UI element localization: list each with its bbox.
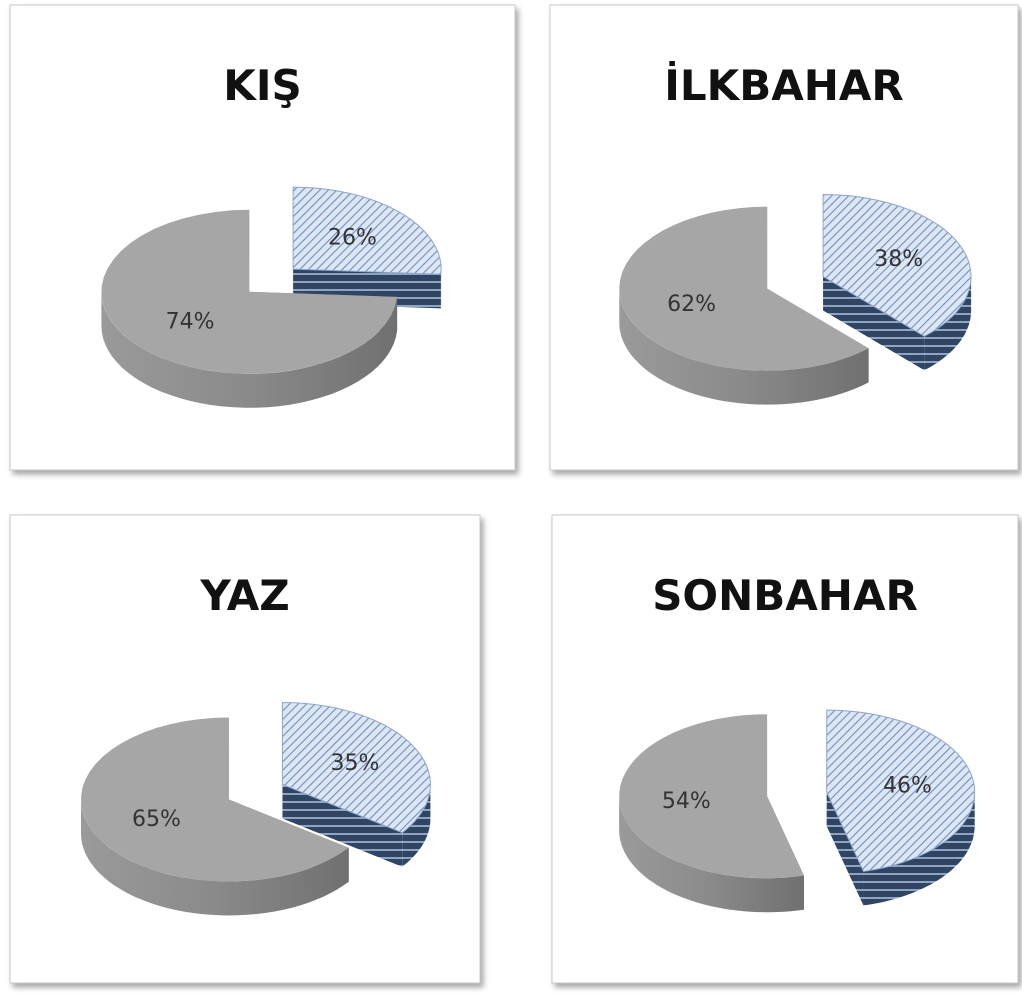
slice: 54% bbox=[619, 714, 804, 913]
slice-side bbox=[924, 276, 972, 371]
slice-side bbox=[619, 796, 804, 913]
data-label: 26% bbox=[328, 225, 377, 250]
data-label: 65% bbox=[132, 807, 181, 832]
slice-cut-face bbox=[823, 276, 925, 371]
data-label: 62% bbox=[667, 292, 716, 317]
data-label: 46% bbox=[883, 773, 932, 798]
slice bbox=[826, 709, 976, 873]
slice-side bbox=[619, 288, 869, 405]
slice bbox=[81, 717, 349, 882]
chart-title: İLKBAHAR bbox=[664, 60, 903, 110]
slice: 74% bbox=[101, 209, 398, 408]
slice: 46% bbox=[826, 709, 976, 906]
slice-side bbox=[81, 799, 349, 916]
slice-side bbox=[863, 792, 975, 906]
data-label: 38% bbox=[874, 247, 923, 272]
slice: 38% bbox=[822, 193, 972, 371]
slice bbox=[281, 701, 431, 834]
slice bbox=[292, 186, 442, 275]
slice bbox=[101, 209, 398, 374]
slice bbox=[619, 206, 869, 371]
slice-cut-face bbox=[282, 784, 403, 867]
data-label: 74% bbox=[166, 310, 215, 335]
slice-side bbox=[101, 291, 398, 408]
slice-cut-face bbox=[826, 792, 864, 906]
slice bbox=[619, 714, 804, 879]
data-label: 54% bbox=[662, 789, 711, 814]
slice: 35% bbox=[281, 701, 431, 867]
chart-title: YAZ bbox=[199, 571, 289, 620]
slice bbox=[822, 193, 972, 337]
slice: 62% bbox=[619, 206, 869, 405]
slice-side bbox=[402, 784, 431, 867]
data-label: 35% bbox=[330, 751, 379, 776]
chart-title: SONBAHAR bbox=[652, 571, 918, 620]
chart-title: KIŞ bbox=[223, 61, 301, 110]
slice: 65% bbox=[81, 717, 349, 916]
